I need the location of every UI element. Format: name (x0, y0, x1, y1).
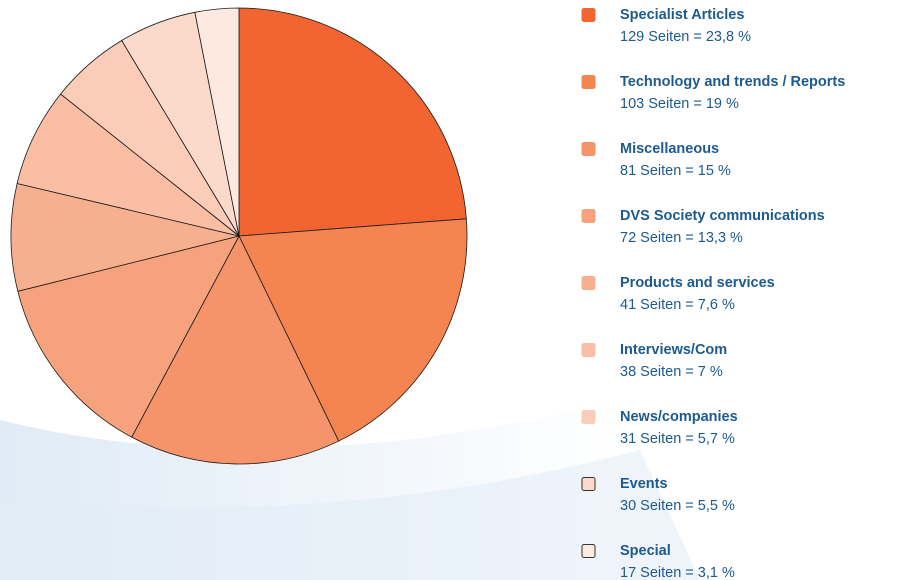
pie-slice (238, 7, 467, 237)
pie-slice (131, 235, 340, 465)
legend-swatch (581, 276, 596, 290)
legend-label: Miscellaneous (620, 141, 719, 157)
legend-label: Specialist Articles (620, 7, 744, 23)
legend-swatch (581, 8, 596, 22)
value-label: 81 Seiten = 15 % (620, 163, 731, 179)
value-label: 41 Seiten = 7,6 % (620, 297, 735, 313)
legend-swatch (581, 477, 596, 491)
legend-swatch (581, 142, 596, 156)
value-label: 31 Seiten = 5,7 % (620, 431, 735, 447)
legend-label: DVS Society communications (620, 208, 825, 224)
value-label: 72 Seiten = 13,3 % (620, 230, 743, 246)
legend-swatch (581, 410, 596, 424)
pie-slice (17, 235, 240, 438)
legend-label: Events (620, 476, 668, 492)
legend-label: Technology and trends / Reports (620, 74, 845, 90)
legend: Specialist Articles 129 Seiten = 23,8 % Te… (581, 7, 845, 580)
value-label: 103 Seiten = 19 % (620, 96, 739, 112)
pie-slice (10, 182, 240, 292)
pie-slice (238, 218, 468, 442)
legend-swatch (581, 343, 596, 357)
background-swoosh (0, 400, 700, 580)
legend-label: Interviews/Com (620, 342, 727, 358)
legend-label: Special (620, 543, 671, 559)
legend-swatch (581, 544, 596, 558)
value-label: 30 Seiten = 5,5 % (620, 498, 735, 514)
value-label: 129 Seiten = 23,8 % (620, 29, 751, 45)
value-label: 38 Seiten = 7 % (620, 364, 723, 380)
pie (10, 7, 468, 465)
pie-slice (194, 7, 240, 237)
legend-swatch (581, 209, 596, 223)
value-label: 17 Seiten = 3,1 % (620, 565, 735, 580)
legend-label: News/companies (620, 409, 738, 425)
legend-label: Products and services (620, 275, 775, 291)
legend-swatch (581, 75, 596, 89)
